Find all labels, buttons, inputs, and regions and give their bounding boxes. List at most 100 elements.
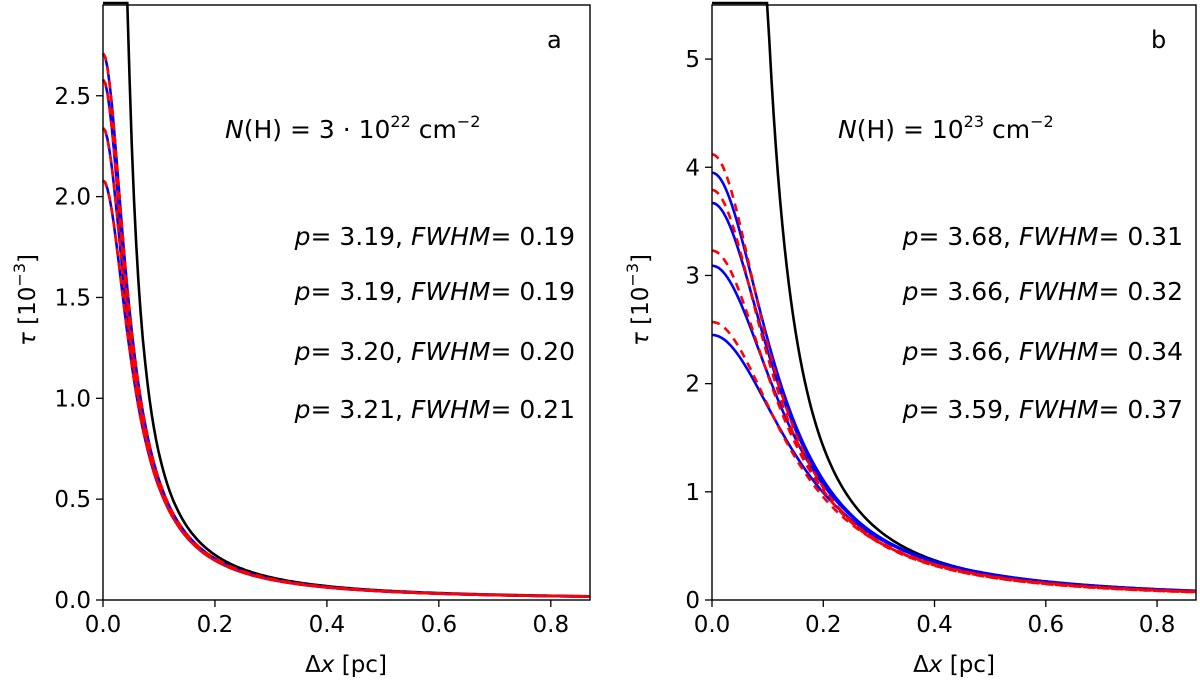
x-label-prefix: Δ (913, 652, 929, 678)
fit-p-value: = 3.66, (919, 337, 1012, 366)
fit-p-value: = 3.59, (919, 395, 1012, 424)
y-tick-label: 1.0 (54, 386, 91, 412)
panel-a-curves (101, 1, 591, 598)
x-tick-label: 0.0 (85, 612, 122, 638)
y-tick-label: 1 (685, 480, 700, 506)
fit-fwhm-value: = 0.34 (1098, 337, 1183, 366)
fit-fwhm-value: = 0.31 (1098, 222, 1183, 251)
fit-p-label: p (294, 395, 311, 424)
y-tick-label: 2.5 (54, 84, 91, 110)
fit-fwhm-value: = 0.37 (1098, 395, 1183, 424)
fit-curve (711, 320, 1197, 593)
y-tick-label: 0.0 (54, 588, 91, 614)
panel-a-fit-2: p= 3.19, FWHM= 0.19 (294, 277, 575, 306)
fit-fwhm-label: FWHM (411, 277, 490, 306)
fit-p-value: = 3.20, (311, 337, 404, 366)
x-label-var: x (928, 652, 943, 678)
fit-fwhm-label: FWHM (1019, 277, 1098, 306)
fit-fwhm-label: FWHM (411, 222, 490, 251)
x-tick-label: 0.6 (421, 612, 458, 638)
x-tick-label: 0.4 (916, 612, 953, 638)
panel-b-nh-unit: cm (984, 115, 1030, 144)
panel-b-fit-2: p= 3.66, FWHM= 0.32 (902, 277, 1183, 306)
x-tick-label: 0.8 (533, 612, 570, 638)
panel-a-nh-unit: cm (411, 115, 457, 144)
fit-p-label: p (294, 277, 311, 306)
fit-p-label: p (902, 395, 919, 424)
x-tick-label: 0.0 (694, 612, 731, 638)
fit-p-value: = 3.21, (311, 395, 404, 424)
panel-b-background (712, 5, 1196, 600)
x-tick-label: 0.8 (1139, 612, 1176, 638)
fit-fwhm-value: = 0.20 (490, 337, 575, 366)
x-label-var: x (320, 652, 335, 678)
panel-b-frame (711, 4, 1197, 601)
y-tick-label: 0.5 (54, 487, 91, 513)
panel-b-fit-list: p= 3.68, FWHM= 0.31 p= 3.66, FWHM= 0.32 … (902, 222, 1183, 424)
y-label-unit: [10 (628, 287, 654, 333)
fit-p-value: = 3.19, (311, 222, 404, 251)
fit-curve (102, 179, 590, 598)
fit-fwhm-label: FWHM (1019, 222, 1098, 251)
panel-a-nh-arg: (H) (244, 115, 282, 144)
panel-a-fit-4: p= 3.21, FWHM= 0.21 (294, 395, 575, 424)
panel-a-x-ticks: 0.0 0.2 0.4 0.6 0.8 (85, 600, 569, 638)
panel-b-fit-1: p= 3.68, FWHM= 0.31 (902, 222, 1183, 251)
panel-a-column-density: N(H) = 3 · 1022 cm−2 (225, 112, 480, 144)
x-tick-label: 0.2 (805, 612, 842, 638)
y-tick-label: 2.0 (54, 185, 91, 211)
y-label-unit-exp: −3 (623, 263, 642, 287)
fit-fwhm-label: FWHM (411, 395, 490, 424)
y-label-unit-exp: −3 (10, 263, 29, 287)
panel-b-nh-var: N (838, 115, 857, 144)
panel-b-column-density: N(H) = 1023 cm−2 (838, 112, 1054, 144)
fit-fwhm-label: FWHM (1019, 337, 1098, 366)
fit-p-value: = 3.68, (919, 222, 1012, 251)
y-tick-label: 5 (685, 47, 700, 73)
fit-p-label: p (902, 337, 919, 366)
fit-p-label: p (294, 222, 311, 251)
y-label-unit: [10 (15, 287, 41, 333)
y-label-unit-suffix: ] (628, 254, 654, 263)
panel-a: 0.0 0.2 0.4 0.6 0.8 0.0 0.5 1.0 1.5 2.0 2.5 a N(H… (10, 1, 591, 678)
panel-a-background (103, 5, 590, 600)
panel-b-x-ticks: 0.0 0.2 0.4 0.6 0.8 (694, 600, 1176, 638)
panel-b-curves (711, 1, 1197, 594)
y-tick-label: 3 (685, 263, 700, 289)
panel-a-y-ticks: 0.0 0.5 1.0 1.5 2.0 2.5 (54, 84, 103, 614)
panel-b-nh-unit-exp: −2 (1030, 112, 1054, 131)
panel-a-fit-list: p= 3.19, FWHM= 0.19 p= 3.19, FWHM= 0.19 … (294, 222, 575, 424)
fit-p-label: p (902, 222, 919, 251)
fit-p-value: = 3.66, (919, 277, 1012, 306)
panel-b-fit-3: p= 3.66, FWHM= 0.34 (902, 337, 1183, 366)
panel-a-frame (102, 4, 591, 601)
panel-a-x-axis-label: Δx [pc] (305, 652, 387, 678)
y-label-var: τ (15, 332, 41, 346)
panel-b-nh-exp: 23 (964, 112, 984, 131)
panel-a-fit-1: p= 3.19, FWHM= 0.19 (294, 222, 575, 251)
panel-b-nh-eq: = 10 (895, 115, 964, 144)
y-tick-label: 0 (685, 588, 700, 614)
fit-curve (711, 249, 1197, 594)
panel-a-nh-var: N (225, 115, 244, 144)
fit-fwhm-label: FWHM (1019, 395, 1098, 424)
panel-b-fit-4: p= 3.59, FWHM= 0.37 (902, 395, 1183, 424)
x-tick-label: 0.6 (1028, 612, 1065, 638)
y-tick-label: 1.5 (54, 285, 91, 311)
panel-a-nh-unit-exp: −2 (457, 112, 481, 131)
panel-a-nh-eq: = 3 · 10 (282, 115, 390, 144)
x-label-prefix: Δ (305, 652, 321, 678)
panel-a-label: a (547, 26, 562, 54)
panel-b-y-ticks: 0 1 2 3 4 5 (685, 47, 712, 614)
fit-p-label: p (902, 277, 919, 306)
y-tick-label: 2 (685, 372, 700, 398)
panel-a-y-axis-label: τ [10−3] (10, 254, 41, 346)
x-tick-label: 0.4 (309, 612, 346, 638)
panel-b-x-axis-label: Δx [pc] (913, 652, 995, 678)
fit-fwhm-value: = 0.19 (490, 222, 575, 251)
x-label-unit: [pc] (334, 652, 387, 678)
y-tick-label: 4 (685, 155, 700, 181)
panel-a-fit-3: p= 3.20, FWHM= 0.20 (294, 337, 575, 366)
